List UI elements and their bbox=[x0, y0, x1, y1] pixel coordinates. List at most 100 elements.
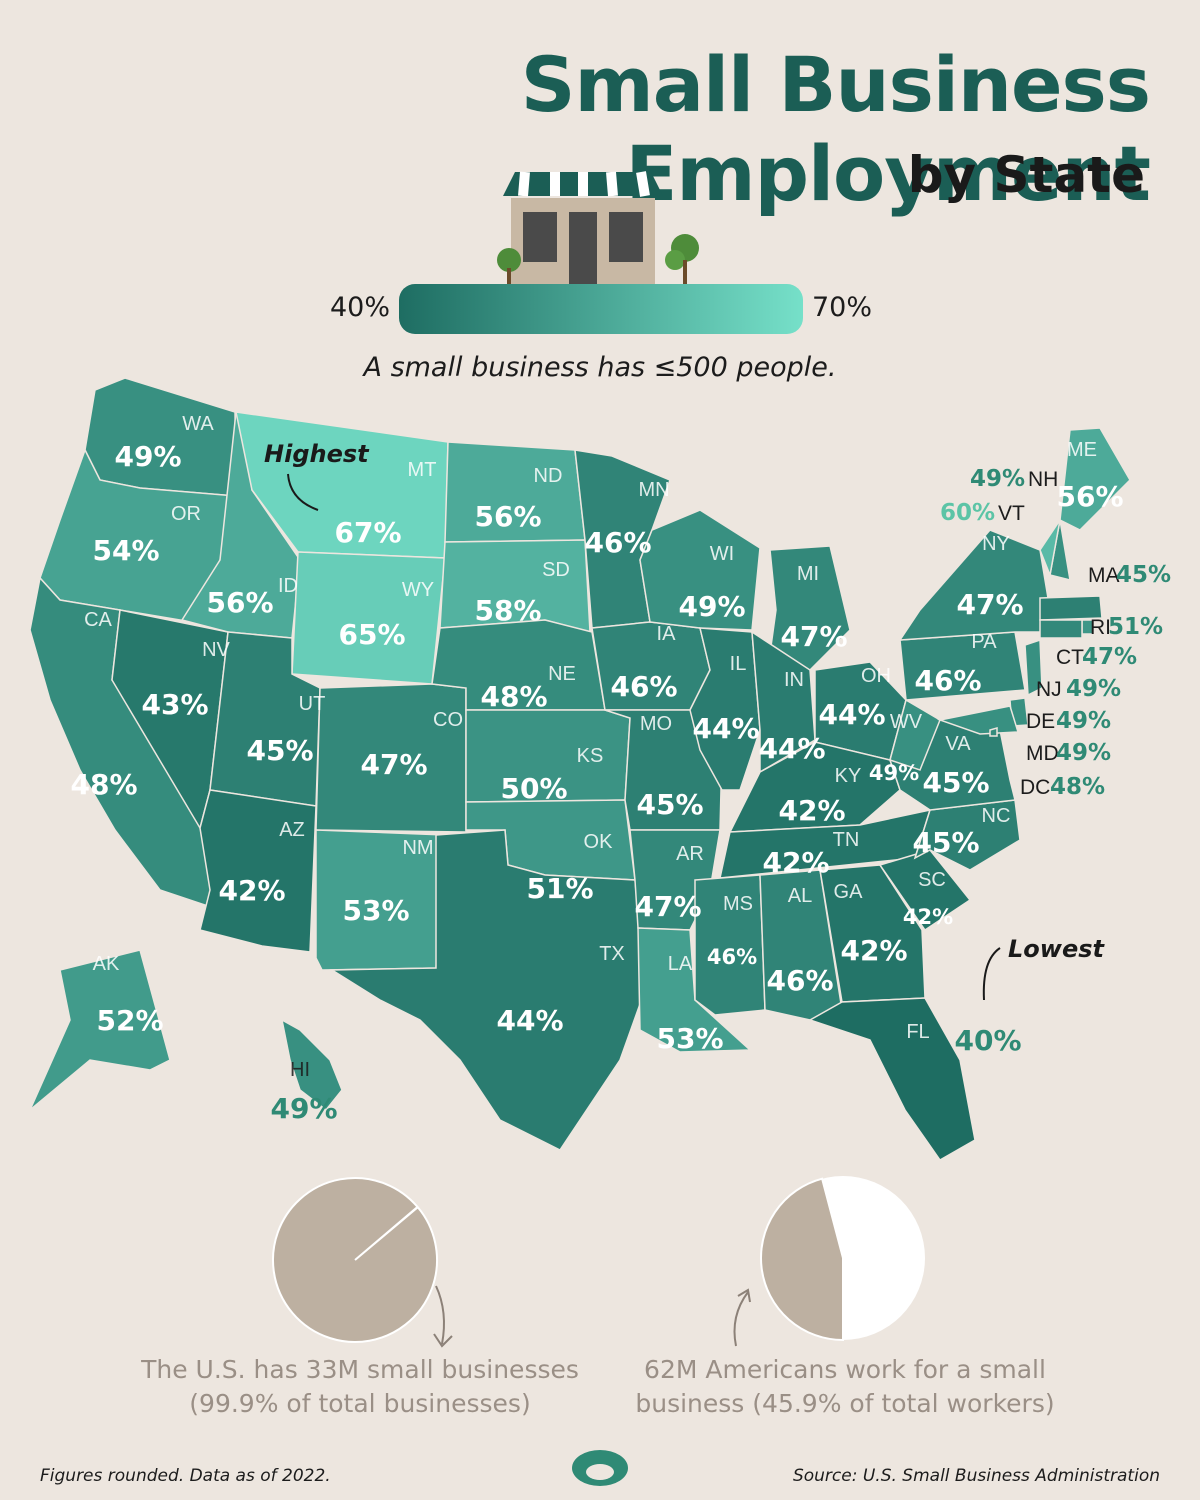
state-value-ca: 48% bbox=[70, 768, 137, 801]
stat-businesses-line1: The U.S. has 33M small businesses bbox=[141, 1355, 579, 1384]
state-value-pa: 46% bbox=[914, 664, 981, 697]
state-value-la: 53% bbox=[656, 1022, 723, 1055]
state-az bbox=[199, 789, 317, 953]
state-value-sd: 58% bbox=[474, 594, 541, 627]
state-wa bbox=[84, 377, 237, 497]
state-label-co: CO bbox=[433, 709, 463, 731]
state-label-wi: WI bbox=[710, 543, 734, 565]
state-value-ia: 46% bbox=[610, 670, 677, 703]
state-label-nm: NM bbox=[402, 837, 433, 859]
state-label-dc: DC bbox=[1020, 776, 1050, 799]
state-label-in: IN bbox=[784, 669, 804, 691]
state-value-tn: 42% bbox=[762, 846, 829, 879]
state-label-id: ID bbox=[278, 575, 298, 597]
state-value-fl: 40% bbox=[954, 1024, 1021, 1057]
state-label-wv: WV bbox=[890, 711, 923, 733]
state-label-mt: MT bbox=[408, 459, 437, 481]
state-label-ks: KS bbox=[577, 745, 604, 767]
state-label-nh: NH bbox=[1028, 468, 1058, 491]
state-hi bbox=[280, 1018, 343, 1112]
state-value-nh: 49% bbox=[970, 466, 1025, 492]
state-ct bbox=[1039, 619, 1083, 639]
highest-callout: Highest bbox=[264, 440, 370, 468]
state-value-ga: 42% bbox=[840, 934, 907, 967]
state-value-md: 49% bbox=[1056, 740, 1111, 766]
state-value-nv: 43% bbox=[141, 688, 208, 721]
state-value-ak: 52% bbox=[96, 1004, 163, 1037]
page-title: Small Business Employment bbox=[520, 40, 1151, 218]
state-value-ma: 45% bbox=[1116, 562, 1171, 588]
state-value-mt: 67% bbox=[334, 516, 401, 549]
footnote: Figures rounded. Data as of 2022. bbox=[40, 1466, 331, 1486]
state-value-ms: 46% bbox=[707, 945, 757, 969]
state-ga bbox=[819, 864, 926, 1003]
state-label-ut: UT bbox=[299, 693, 326, 715]
pie1-arrow bbox=[433, 1285, 453, 1348]
state-label-pa: PA bbox=[971, 631, 997, 653]
state-value-tx: 44% bbox=[496, 1004, 563, 1037]
state-label-ar: AR bbox=[676, 843, 704, 865]
state-label-il: IL bbox=[730, 653, 747, 675]
state-label-ca: CA bbox=[84, 609, 112, 631]
state-value-nj: 49% bbox=[1066, 676, 1121, 702]
state-value-ks: 50% bbox=[500, 772, 567, 805]
state-label-tn: TN bbox=[833, 829, 860, 851]
state-label-oh: OH bbox=[861, 665, 891, 687]
state-label-ma: MA bbox=[1088, 564, 1120, 587]
state-label-ak: AK bbox=[93, 953, 120, 975]
legend-min-label: 40% bbox=[330, 292, 391, 323]
state-dc bbox=[989, 727, 998, 737]
state-label-vt: VT bbox=[998, 502, 1025, 525]
state-value-wv: 49% bbox=[869, 761, 919, 785]
pie-share-slice bbox=[760, 1177, 844, 1342]
state-value-ok: 51% bbox=[526, 872, 593, 905]
state-label-ne: NE bbox=[548, 663, 576, 685]
state-value-ky: 42% bbox=[778, 794, 845, 827]
state-label-or: OR bbox=[171, 503, 201, 525]
logo-icon bbox=[572, 1450, 628, 1486]
state-value-oh: 44% bbox=[818, 698, 885, 731]
state-label-ny: NY bbox=[982, 533, 1010, 555]
state-value-ne: 48% bbox=[480, 680, 547, 713]
state-label-fl: FL bbox=[906, 1021, 929, 1043]
state-value-va: 45% bbox=[922, 766, 989, 799]
stat-businesses-line2: (99.9% of total businesses) bbox=[189, 1389, 531, 1418]
state-value-in: 44% bbox=[758, 732, 825, 765]
state-label-va: VA bbox=[945, 733, 971, 755]
state-ma bbox=[1039, 595, 1103, 621]
state-value-dc: 48% bbox=[1050, 774, 1105, 800]
state-label-ms: MS bbox=[723, 893, 753, 915]
lowest-callout: Lowest bbox=[1008, 935, 1106, 963]
state-value-de: 49% bbox=[1056, 708, 1111, 734]
state-value-id: 56% bbox=[206, 586, 273, 619]
state-value-wa: 49% bbox=[114, 440, 181, 473]
pie2-arrow bbox=[733, 1288, 751, 1347]
legend-note: A small business has ≤500 people. bbox=[363, 352, 837, 383]
state-nj bbox=[1024, 638, 1043, 697]
state-value-mn: 46% bbox=[584, 526, 651, 559]
state-value-me: 56% bbox=[1056, 480, 1123, 513]
stat-workers-line1: 62M Americans work for a small bbox=[644, 1355, 1046, 1384]
state-label-mn: MN bbox=[638, 479, 669, 501]
state-label-me: ME bbox=[1067, 439, 1097, 461]
state-value-ny: 47% bbox=[956, 588, 1023, 621]
stat-workers-line2: business (45.9% of total workers) bbox=[635, 1389, 1055, 1418]
state-in bbox=[751, 630, 816, 774]
state-label-ct: CT bbox=[1056, 646, 1084, 669]
pie-workers bbox=[760, 1176, 925, 1342]
pie-share-slice bbox=[272, 1177, 439, 1344]
legend-max-label: 70% bbox=[812, 292, 873, 323]
state-label-wa: WA bbox=[182, 413, 214, 435]
state-ms bbox=[694, 874, 766, 1016]
state-la bbox=[637, 927, 752, 1053]
stat-workers: 62M Americans work for a small business … bbox=[620, 1353, 1070, 1421]
state-wi bbox=[639, 509, 761, 631]
state-label-md: MD bbox=[1026, 742, 1059, 765]
us-map: WA49%OR54%CA48%NV43%ID56%MT67%WY65%UT45%… bbox=[29, 377, 1171, 1161]
state-label-ri: RI bbox=[1090, 616, 1111, 639]
state-tx bbox=[329, 829, 646, 1151]
state-value-ut: 45% bbox=[246, 734, 313, 767]
state-label-nj: NJ bbox=[1036, 678, 1062, 701]
state-me bbox=[1059, 427, 1131, 531]
state-sc bbox=[878, 849, 972, 932]
